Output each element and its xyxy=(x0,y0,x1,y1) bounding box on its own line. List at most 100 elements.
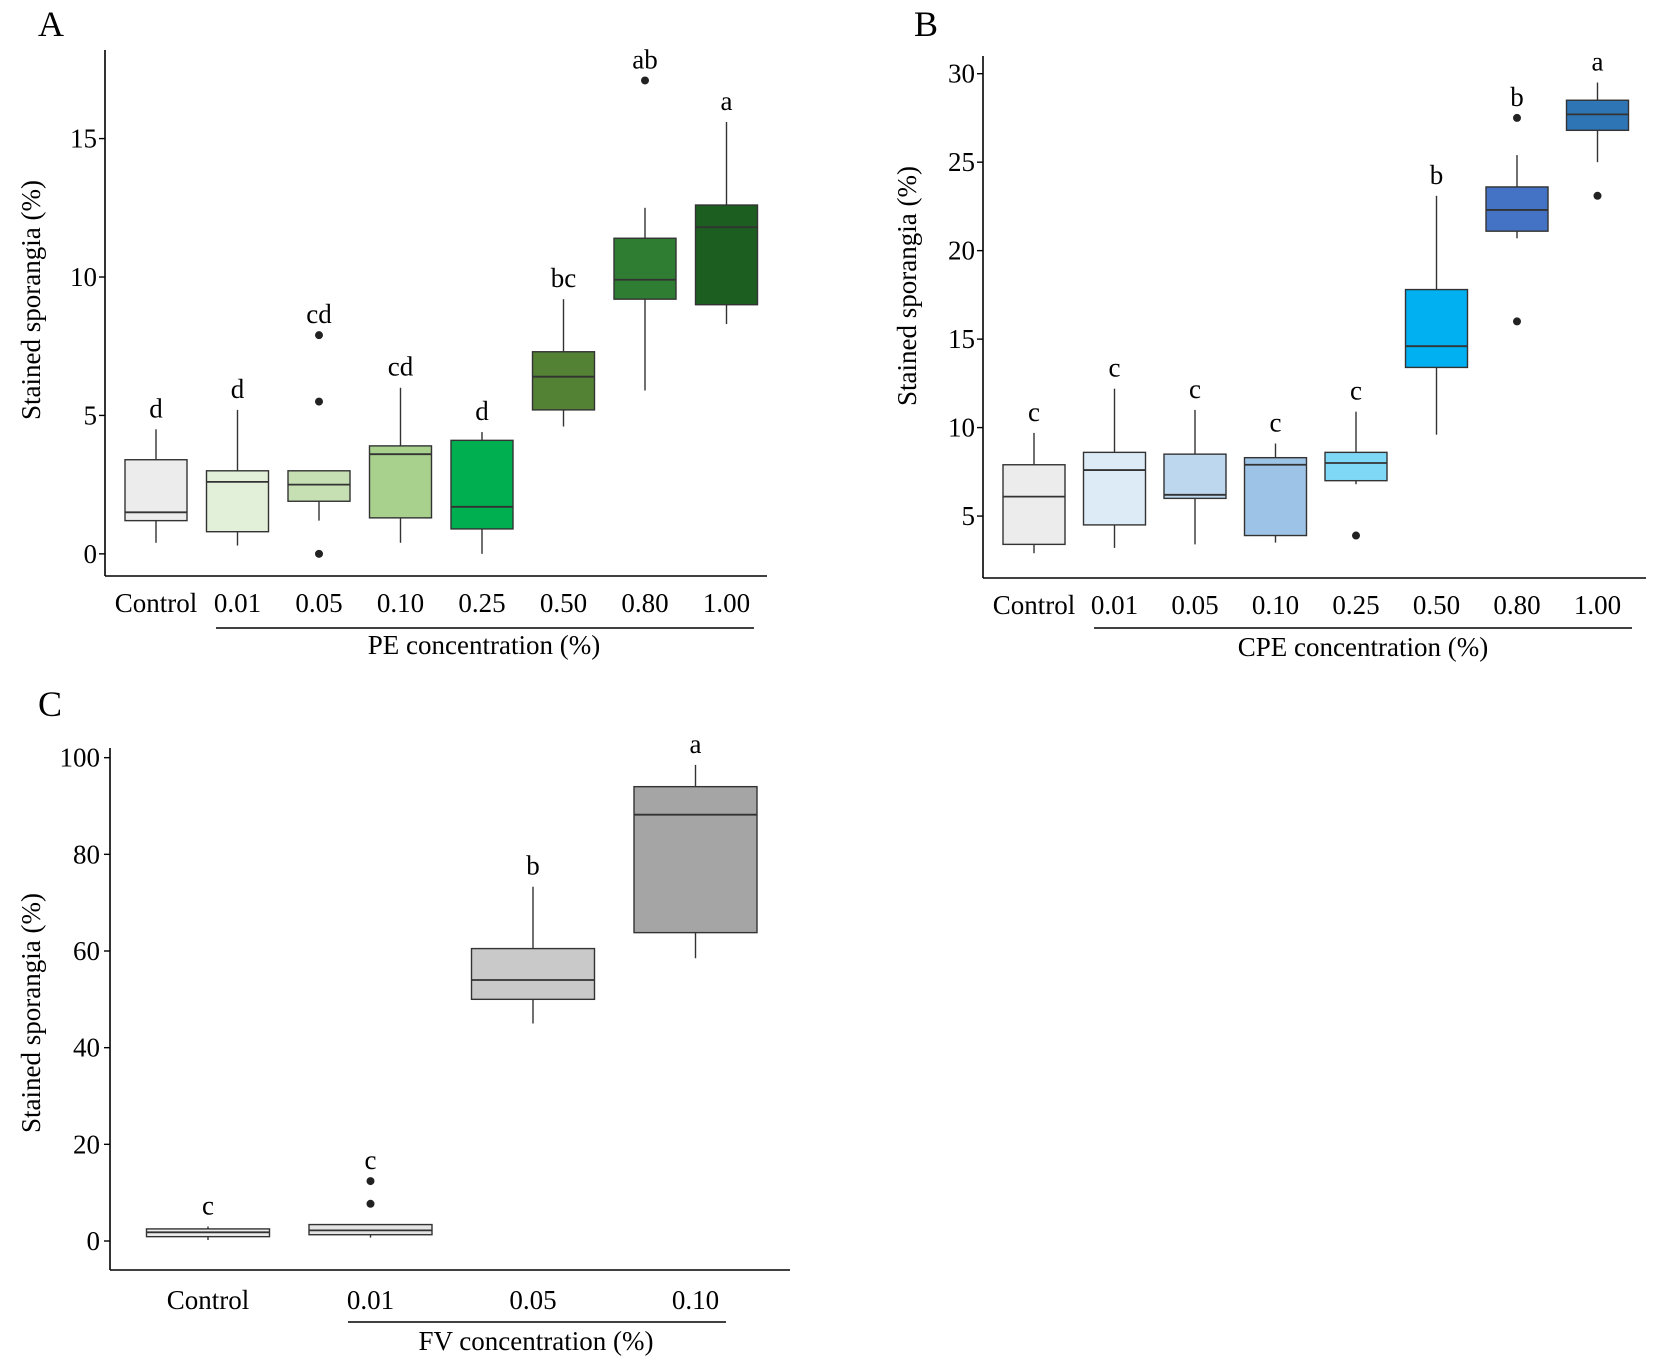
y-tick-label: 15 xyxy=(948,324,975,354)
significance-letter: b xyxy=(526,851,540,881)
significance-letter: a xyxy=(721,86,733,116)
box-body xyxy=(531,351,596,411)
y-tick-label: 40 xyxy=(73,1033,100,1063)
panel-label: B xyxy=(914,4,938,44)
significance-letter: ab xyxy=(632,44,657,74)
box-0.10: a xyxy=(633,729,758,959)
box-0.10: c xyxy=(1243,408,1308,543)
panel-label: A xyxy=(38,4,64,44)
box-0.50: bc xyxy=(531,263,596,427)
significance-letter: d xyxy=(149,393,163,423)
box-0.01: c xyxy=(1082,353,1147,548)
box-0.05: cd xyxy=(287,299,351,558)
x-tick-label: 0.05 xyxy=(295,588,342,618)
y-tick-label: 60 xyxy=(73,936,100,966)
x-tick-label: 0.10 xyxy=(672,1285,719,1315)
significance-letter: c xyxy=(365,1145,377,1175)
x-tick-label: 0.01 xyxy=(347,1285,394,1315)
outlier-point xyxy=(1593,191,1602,200)
y-axis-title: Stained sporangia (%) xyxy=(16,893,46,1133)
box-body xyxy=(287,470,351,502)
significance-letter: cd xyxy=(388,352,414,382)
significance-letter: bc xyxy=(551,263,577,293)
box-0.25: d xyxy=(450,396,514,554)
box-0.01: c xyxy=(308,1145,433,1238)
significance-letter: c xyxy=(1028,397,1040,427)
x-tick-label: 0.01 xyxy=(1091,590,1138,620)
x-tick-label: 0.05 xyxy=(1171,590,1218,620)
panel-b: B 5 10 15 20 25 30 Stained sporangia (%) c Contro… xyxy=(892,4,1646,662)
box-1.00: a xyxy=(1565,47,1630,200)
significance-letter: c xyxy=(1270,408,1282,438)
box-body xyxy=(1324,451,1388,482)
box-body xyxy=(368,445,433,519)
box-1.00: a xyxy=(694,86,759,325)
box-body xyxy=(124,459,188,522)
x-axis-title: PE concentration (%) xyxy=(368,630,600,660)
box-0.05: c xyxy=(1163,374,1227,545)
outlier-point xyxy=(1513,317,1521,326)
y-axis-title: Stained sporangia (%) xyxy=(892,166,922,406)
y-tick-label: 80 xyxy=(73,839,100,869)
outlier-point xyxy=(315,397,323,406)
x-tick-label: 1.00 xyxy=(703,588,750,618)
x-tick-label: Control xyxy=(115,588,198,618)
y-tick-label: 10 xyxy=(70,262,97,292)
significance-letter: d xyxy=(231,374,245,404)
outlier-point xyxy=(315,549,323,558)
box-body xyxy=(613,237,677,300)
box-body xyxy=(470,947,596,1001)
significance-letter: c xyxy=(1189,374,1201,404)
y-tick-label: 0 xyxy=(84,539,98,569)
significance-letter: d xyxy=(475,396,489,426)
y-tick-label: 5 xyxy=(962,501,976,531)
box-body xyxy=(450,439,514,530)
significance-letter: cd xyxy=(306,299,332,329)
box-0.01: d xyxy=(205,374,270,546)
x-tick-label: 0.10 xyxy=(1252,590,1299,620)
significance-letter: b xyxy=(1430,160,1444,190)
y-tick-label: 100 xyxy=(60,743,101,773)
significance-letter: b xyxy=(1510,82,1524,112)
box-body xyxy=(1243,456,1308,537)
box-0.50: b xyxy=(1404,160,1469,435)
box-Control: c xyxy=(145,1191,271,1241)
outlier-point xyxy=(1513,113,1521,122)
x-axis-title: FV concentration (%) xyxy=(419,1326,654,1356)
box-body xyxy=(1163,453,1227,500)
x-tick-label: 0.01 xyxy=(214,588,261,618)
significance-letter: c xyxy=(1350,376,1362,406)
box-0.05: b xyxy=(470,851,596,1024)
y-tick-label: 25 xyxy=(948,147,975,177)
x-axis-title: CPE concentration (%) xyxy=(1238,632,1488,662)
box-0.80: ab xyxy=(613,44,677,391)
x-tick-label: 0.50 xyxy=(1413,590,1460,620)
box-0.10: cd xyxy=(368,352,433,543)
panel-a: A 0 5 10 15 Stained sporangia (%) d Control d 0.0… xyxy=(16,4,767,660)
y-tick-label: 10 xyxy=(948,413,975,443)
x-tick-label: 0.25 xyxy=(1332,590,1379,620)
y-tick-label: 0 xyxy=(87,1226,101,1256)
box-0.25: c xyxy=(1324,376,1388,540)
panel-c: C 0 20 40 60 80 100 Stained sporangia (%) c Contr… xyxy=(16,684,790,1356)
box-body xyxy=(205,470,270,533)
outlier-point xyxy=(366,1199,375,1208)
y-tick-label: 30 xyxy=(948,59,975,89)
x-tick-label: Control xyxy=(167,1285,250,1315)
significance-letter: a xyxy=(1592,47,1604,77)
y-tick-label: 15 xyxy=(70,124,97,154)
box-body xyxy=(694,204,759,306)
x-tick-label: Control xyxy=(993,590,1076,620)
box-body xyxy=(1002,464,1066,546)
x-tick-label: 0.05 xyxy=(509,1285,556,1315)
significance-letter: a xyxy=(690,729,702,759)
y-tick-label: 5 xyxy=(84,400,98,430)
x-tick-label: 0.80 xyxy=(1493,590,1540,620)
box-body xyxy=(633,785,758,934)
box-0.80: b xyxy=(1485,82,1549,326)
box-Control: d xyxy=(124,393,188,543)
x-tick-label: 0.80 xyxy=(621,588,668,618)
panel-label: C xyxy=(38,684,62,724)
box-body xyxy=(1404,288,1469,369)
